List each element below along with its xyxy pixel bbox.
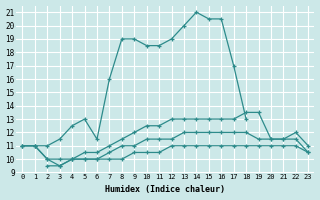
X-axis label: Humidex (Indice chaleur): Humidex (Indice chaleur) [105,185,225,194]
